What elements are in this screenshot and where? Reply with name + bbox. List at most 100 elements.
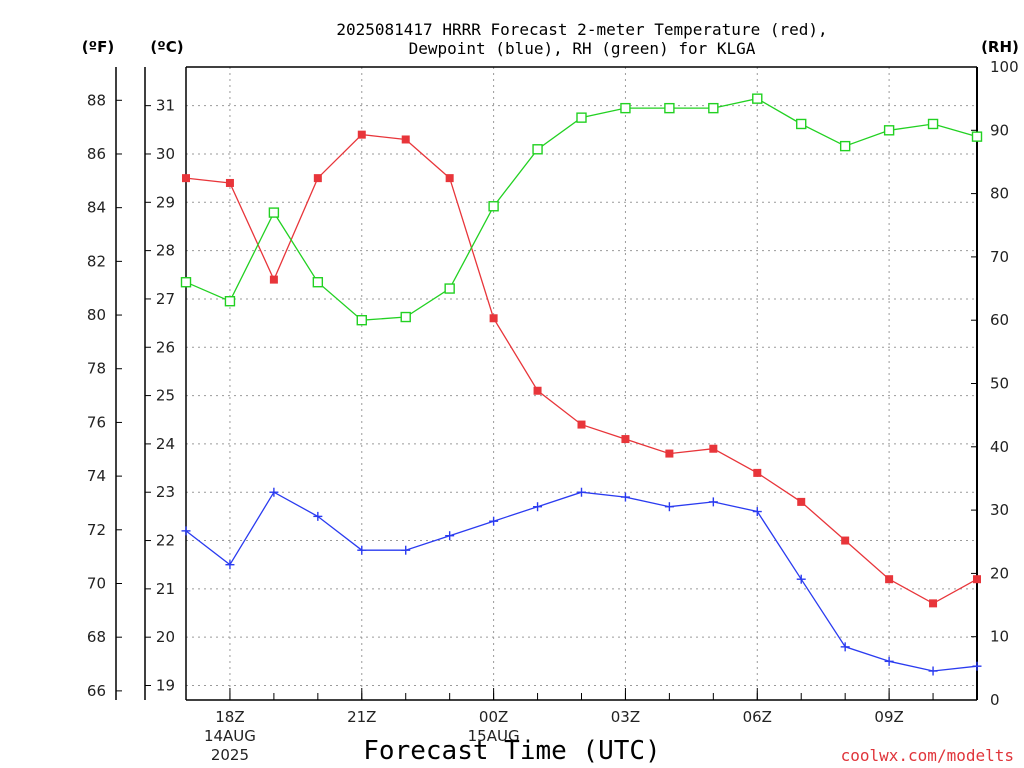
temperature-point <box>489 314 498 323</box>
dewpoint-point <box>752 507 762 517</box>
celsius-tick-label: 20 <box>156 628 175 646</box>
rh-point <box>224 296 236 307</box>
rh-point <box>312 277 324 288</box>
temperature-point <box>357 130 366 139</box>
temperature-point <box>665 449 674 458</box>
celsius-tick-label: 26 <box>156 338 175 356</box>
axes: 19 20 21 22 23 24 25 26 27 28 29 30 31 66 68 70 72 74 76 78… <box>87 58 1019 764</box>
dewpoint-point <box>225 560 235 570</box>
celsius-tick-label: 25 <box>156 387 175 405</box>
rh-point <box>708 102 719 114</box>
chart-title-line2: Dewpoint (blue), RH (green) for KLGA <box>409 39 756 58</box>
credit-text: coolwx.com/modelts <box>841 746 1014 765</box>
x-tick-label: 00Z <box>479 708 508 726</box>
fahrenheit-tick-label: 86 <box>87 145 106 163</box>
rh-tick-label: 100 <box>990 58 1019 76</box>
x-tick-label: 18Z <box>215 708 244 726</box>
dewpoint-point <box>401 545 411 555</box>
temperature-point <box>841 536 850 545</box>
temperature-point <box>929 599 938 608</box>
fahrenheit-tick-label: 88 <box>87 91 106 109</box>
rh-tick-label: 90 <box>990 121 1009 139</box>
celsius-tick-label: 31 <box>156 97 175 115</box>
dewpoint-point <box>840 642 850 652</box>
x-tick-label: 21Z <box>347 708 376 726</box>
dewpoint-point <box>181 526 191 536</box>
temperature-point <box>445 174 454 183</box>
x-tick-sublabel: 2025 <box>211 746 249 764</box>
rh-tick-label: 40 <box>990 438 1009 456</box>
fahrenheit-tick-label: 70 <box>87 574 106 592</box>
x-tick-sublabel: 15AUG <box>468 727 520 745</box>
temperature-point <box>621 435 630 444</box>
dewpoint-point <box>884 656 894 666</box>
x-tick-label: 03Z <box>611 708 640 726</box>
rh-tick-label: 80 <box>990 185 1009 203</box>
dewpoint-point <box>445 531 455 541</box>
temperature-point <box>753 468 762 477</box>
rh-point <box>356 315 367 326</box>
rh-point <box>796 118 807 130</box>
dewpoint-point <box>269 487 279 497</box>
rh-tick-label: 50 <box>990 375 1009 393</box>
chart-title-line1: 2025081417 HRRR Forecast 2-meter Tempera… <box>336 20 827 39</box>
rh-tick-label: 10 <box>990 628 1009 646</box>
temperature-point <box>533 386 542 395</box>
fahrenheit-tick-label: 84 <box>87 199 106 217</box>
rh-tick-label: 60 <box>990 311 1009 329</box>
fahrenheit-tick-label: 74 <box>87 467 106 485</box>
temperature-point <box>401 135 410 144</box>
rh-point <box>971 131 983 142</box>
rh-point <box>752 93 763 104</box>
dewpoint-point <box>972 661 982 671</box>
dewpoint-point <box>489 516 499 526</box>
celsius-tick-label: 23 <box>156 483 175 501</box>
temperature-point <box>885 575 894 584</box>
x-axis-title: Forecast Time (UTC) <box>363 736 660 766</box>
rh-tick-label: 20 <box>990 564 1009 582</box>
rh-point <box>444 283 455 294</box>
celsius-tick-label: 28 <box>156 242 175 260</box>
dewpoint-line <box>185 491 978 672</box>
rh-point <box>400 311 411 323</box>
celsius-unit-label: (ºC) <box>150 38 183 56</box>
fahrenheit-tick-label: 76 <box>87 413 106 431</box>
fahrenheit-tick-label: 78 <box>87 360 106 378</box>
temperature-point <box>182 174 190 183</box>
rh-tick-label: 30 <box>990 501 1009 519</box>
dewpoint-point <box>357 545 367 555</box>
temperature-point <box>797 497 806 506</box>
fahrenheit-tick-label: 68 <box>87 628 106 646</box>
rh-point <box>883 125 895 136</box>
celsius-tick-label: 21 <box>156 580 175 598</box>
temperature-point <box>973 575 981 584</box>
temperature-point <box>577 420 586 429</box>
dewpoint-point <box>577 487 586 497</box>
dewpoint-point <box>664 502 674 512</box>
celsius-tick-label: 24 <box>156 435 175 453</box>
dewpoint-point <box>708 497 718 507</box>
temperature-line <box>185 133 978 605</box>
dewpoint-point <box>620 492 630 502</box>
celsius-tick-label: 29 <box>156 193 175 211</box>
rh-point <box>620 102 631 114</box>
x-tick-sublabel: 14AUG <box>204 727 256 745</box>
rh-point <box>268 207 280 218</box>
dewpoint-point <box>313 511 323 521</box>
fahrenheit-tick-label: 66 <box>87 682 106 700</box>
rh-point <box>180 277 192 288</box>
temperature-point <box>313 174 322 183</box>
series-layer <box>180 93 983 676</box>
x-tick-label: 06Z <box>743 708 772 726</box>
dewpoint-point <box>533 502 543 512</box>
rh-tick-label: 0 <box>990 691 1000 709</box>
rh-point <box>664 102 675 114</box>
fahrenheit-tick-label: 80 <box>87 306 106 324</box>
temperature-point <box>269 275 278 284</box>
celsius-tick-label: 27 <box>156 290 175 308</box>
x-tick-label: 09Z <box>874 708 903 726</box>
plot-frame <box>185 66 978 701</box>
rh-point <box>532 144 543 155</box>
rh-unit-label: (RH) <box>981 38 1019 56</box>
rh-point <box>576 112 587 123</box>
